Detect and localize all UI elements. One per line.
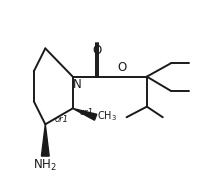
Text: O: O: [93, 44, 102, 57]
Polygon shape: [41, 124, 49, 156]
Text: or1: or1: [55, 115, 69, 124]
Text: N: N: [73, 77, 82, 90]
Text: O: O: [118, 61, 127, 74]
Text: or1: or1: [80, 108, 94, 117]
Text: NH$_2$: NH$_2$: [33, 158, 56, 173]
Text: CH$_3$: CH$_3$: [97, 109, 117, 123]
Polygon shape: [73, 108, 97, 120]
